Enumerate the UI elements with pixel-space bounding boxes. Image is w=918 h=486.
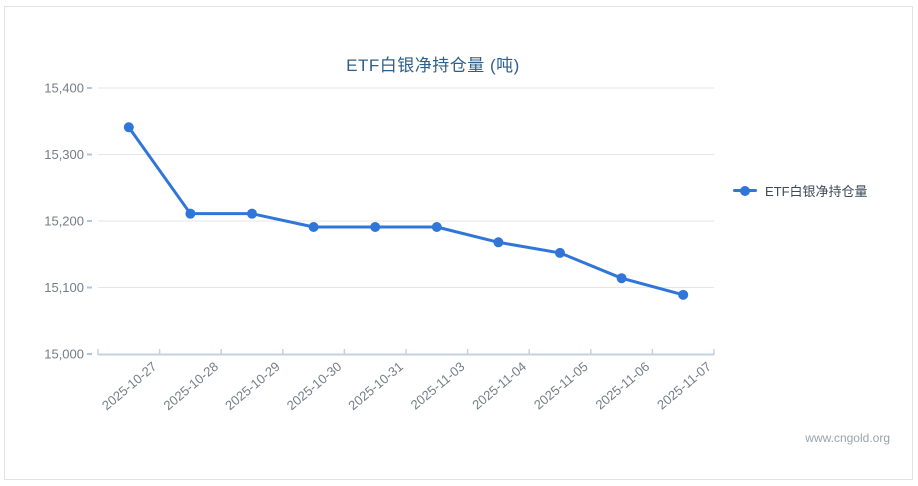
data-point[interactable] [678, 289, 689, 300]
chart-title: ETF白银净持仓量 (吨) [346, 56, 520, 75]
series-line [127, 125, 685, 297]
x-axis-label: 2025-10-31 [345, 359, 406, 413]
data-point[interactable] [370, 221, 381, 232]
legend-dot-icon [740, 185, 750, 196]
data-point[interactable] [555, 247, 565, 258]
x-axis-label: 2025-11-06 [592, 359, 652, 413]
x-axis-label: 2025-11-07 [654, 359, 714, 413]
y-axis-label: 15,300 [44, 147, 84, 162]
x-axis-label: 2025-11-04 [469, 359, 529, 413]
legend-item-etf-silver[interactable]: ETF白银净持仓量 [733, 181, 868, 200]
watermark-text: www.cngold.org [805, 431, 890, 445]
y-axis-label: 15,000 [44, 347, 84, 362]
data-point[interactable] [616, 273, 627, 284]
y-axis-label: 15,100 [44, 280, 84, 295]
data-point[interactable] [185, 208, 196, 219]
x-axis-label: 2025-10-28 [161, 359, 222, 413]
data-point[interactable] [308, 221, 319, 232]
x-axis-label: 2025-11-05 [531, 359, 591, 413]
y-axis-label: 15,200 [44, 214, 84, 229]
y-axis-label: 15,400 [44, 81, 84, 96]
x-axis-label: 2025-10-30 [284, 359, 345, 413]
x-axis-label: 2025-10-27 [99, 359, 160, 413]
legend-label: ETF白银净持仓量 [765, 184, 868, 199]
data-point[interactable] [493, 237, 504, 248]
legend-line-marker-icon [733, 185, 757, 196]
data-point[interactable] [247, 208, 257, 219]
x-axis-label: 2025-10-29 [222, 359, 283, 413]
x-axis-label: 2025-11-03 [408, 359, 468, 413]
data-point[interactable] [123, 122, 134, 133]
chart-frame [4, 6, 913, 480]
data-point[interactable] [431, 221, 442, 232]
